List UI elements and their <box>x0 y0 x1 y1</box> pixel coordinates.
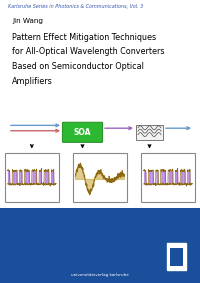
Text: Pattern Effect Mitigation Techniques: Pattern Effect Mitigation Techniques <box>12 33 156 42</box>
Bar <box>136 125 163 140</box>
Text: for All-Optical Wavelength Converters: for All-Optical Wavelength Converters <box>12 47 164 56</box>
Text: Amplifiers: Amplifiers <box>12 77 53 86</box>
Bar <box>141 153 195 202</box>
Text: SOA: SOA <box>74 128 91 137</box>
Bar <box>73 153 127 202</box>
Text: Based on Semiconductor Optical: Based on Semiconductor Optical <box>12 62 144 71</box>
Bar <box>0 208 200 283</box>
Bar <box>167 243 186 270</box>
Bar <box>5 153 59 202</box>
FancyBboxPatch shape <box>62 122 103 142</box>
Text: Jin Wang: Jin Wang <box>12 18 43 24</box>
Text: Karlsruhe Series in Photonics & Communications, Vol. 3: Karlsruhe Series in Photonics & Communic… <box>8 4 143 9</box>
Bar <box>170 248 183 266</box>
Text: universitätsverlag karlsruhe: universitätsverlag karlsruhe <box>71 273 129 277</box>
Bar <box>167 243 186 270</box>
